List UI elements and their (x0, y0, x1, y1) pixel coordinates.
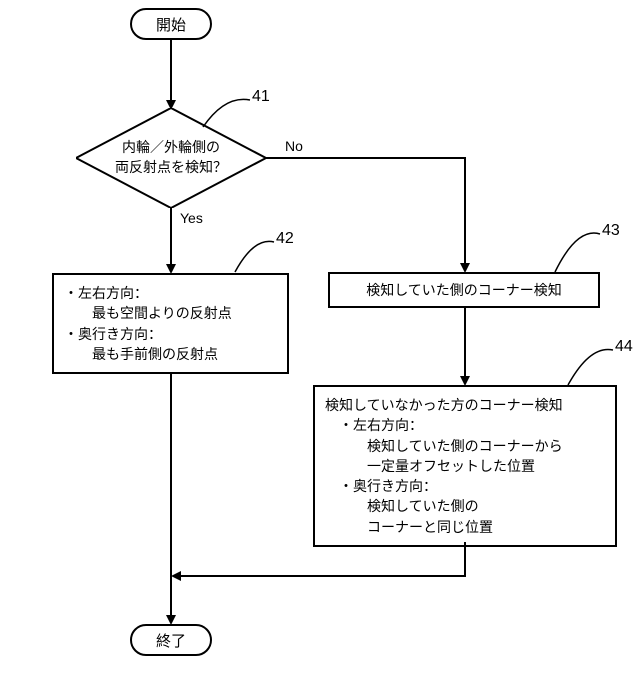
no-label: No (285, 138, 303, 154)
yes-label: Yes (180, 210, 203, 226)
process-42: ・左右方向： 最も空間よりの反射点 ・奥行き方向： 最も手前側の反射点 (52, 273, 289, 374)
p42-l4: 最も手前側の反射点 (64, 344, 277, 364)
p42-l1: ・左右方向： (64, 283, 277, 303)
p42-l3: ・奥行き方向： (64, 324, 277, 344)
flowchart-canvas: 開始 内輪／外輪側の 両反射点を検知？ 41 Yes No ・左右方向： 最も空… (0, 0, 640, 673)
p44-l3: 検知していた側のコーナーから (325, 436, 605, 456)
p42-l2: 最も空間よりの反射点 (64, 303, 277, 323)
ref-label-43: 43 (602, 222, 620, 240)
leader-line (565, 340, 620, 390)
edge (170, 40, 172, 102)
p44-l6: 検知していた側の (325, 496, 605, 516)
leader-line (232, 232, 282, 277)
arrow-head-icon (171, 571, 181, 581)
edge (170, 208, 172, 266)
edge (464, 308, 466, 378)
ref-label-41: 41 (252, 88, 270, 106)
p44-l2: ・左右方向： (325, 415, 605, 435)
leader-line (200, 90, 260, 130)
p44-l4: 一定量オフセットした位置 (325, 456, 605, 476)
p43-text: 検知していた側のコーナー検知 (366, 280, 562, 300)
p44-l1: 検知していなかった方のコーナー検知 (325, 395, 605, 415)
decision-text-2: 両反射点を検知？ (115, 159, 227, 175)
ref-label-44: 44 (615, 338, 633, 356)
leader-line (552, 222, 607, 277)
p44-l7: コーナーと同じ位置 (325, 517, 605, 537)
process-44: 検知していなかった方のコーナー検知 ・左右方向： 検知していた側のコーナーから … (313, 385, 617, 547)
process-43: 検知していた側のコーナー検知 (328, 272, 600, 308)
edge (266, 157, 466, 159)
p44-l5: ・奥行き方向： (325, 476, 605, 496)
edge (464, 157, 466, 265)
edge (180, 575, 466, 577)
terminal-end: 終了 (130, 624, 212, 656)
decision-text-1: 内輪／外輪側の (122, 139, 220, 155)
terminal-start: 開始 (130, 8, 212, 40)
edge (464, 542, 466, 577)
ref-label-42: 42 (276, 230, 294, 248)
